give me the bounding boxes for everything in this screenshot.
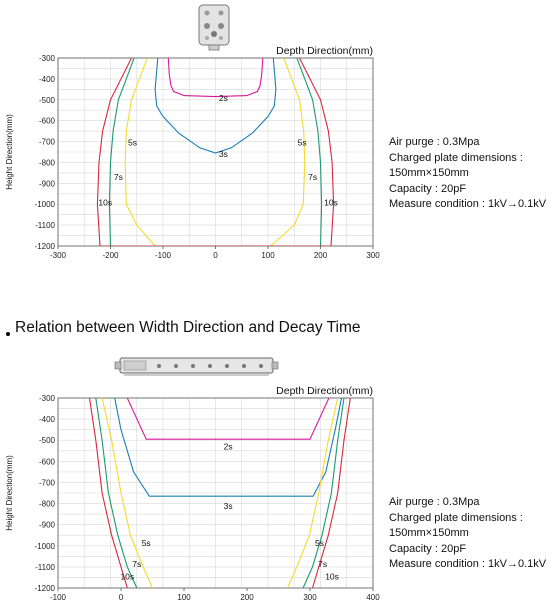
x-tick-label: 300	[303, 593, 317, 602]
curve-label: 10s	[120, 572, 134, 582]
curve-label: 5s	[315, 538, 324, 548]
y-tick-label: -1000	[35, 200, 56, 209]
curve-label: 5s	[298, 138, 307, 148]
info-line: Measure condition : 1kV→0.1kV	[389, 558, 547, 570]
curve-label: 10s	[98, 197, 112, 207]
y-tick-label: -400	[39, 415, 56, 424]
curve-label: 7s	[308, 172, 317, 182]
measurement-conditions-2: Air purge : 0.3Mpa Charged plate dimensi…	[389, 495, 546, 573]
series-line-2s	[167, 58, 264, 98]
series-line-10s-right	[311, 398, 351, 588]
y-tick-label: -500	[39, 96, 56, 105]
chart-1-svg: -300 -200 -100 0 100 200 300-300-400-500-600-7…	[5, 45, 380, 260]
decay-time-chart-width: -100 0 100 200 300 400 -300 -400 -500 -600 -700 -80…	[0, 352, 380, 607]
curve-label: 3s	[219, 149, 228, 159]
y-tick-label: -800	[39, 158, 56, 167]
y-tick-label: -700	[39, 478, 56, 487]
series-line-7s-right	[302, 398, 345, 588]
y-tick-label: -600	[39, 117, 56, 126]
ionizer-side-view-image	[114, 355, 279, 379]
series-line-10s-left	[88, 398, 128, 588]
ionizer-front-view-image	[196, 4, 232, 54]
series-group	[96, 58, 335, 246]
y-tick-label: -300	[39, 394, 56, 403]
series-line-5s	[124, 58, 306, 246]
decay-time-chart-depth: -300 -200 -100 0 100 200 300 -300 -400 -500 -600 -7…	[0, 0, 380, 270]
curve-label: 2s	[224, 442, 233, 452]
section-heading-text: Relation between Width Direction and Dec…	[15, 319, 361, 336]
info-line: Charged plate dimensions :	[389, 511, 523, 524]
y-tick-label: -1000	[35, 542, 56, 551]
curve-label: 7s	[132, 559, 141, 569]
series-line-5s-right	[286, 398, 339, 588]
measurement-conditions-1: Air purge : 0.3Mpa Charged plate dimensi…	[389, 135, 546, 213]
info-line: Capacity : 20pF	[389, 182, 467, 195]
x-tick-label: -100	[50, 593, 67, 602]
y-tick-label: -1200	[35, 584, 56, 593]
series-line-3s	[114, 398, 343, 497]
y-tick-label: -400	[39, 75, 56, 84]
info-line: 150mm×150mm	[389, 167, 469, 179]
y-axis-label: Height Direction(mm)	[5, 455, 14, 531]
section-heading: Relation between Width Direction and Dec…	[6, 319, 360, 337]
curve-label: 2s	[219, 93, 228, 103]
y-tick-label: -500	[39, 436, 56, 445]
y-axis-label: Height Direction(mm)	[5, 114, 14, 190]
info-line: Air purge : 0.3Mpa	[389, 496, 480, 508]
x-tick-label: -100	[155, 251, 172, 260]
x-tick-label: -200	[102, 251, 119, 260]
x-axis-label: Depth Direction(mm)	[276, 45, 373, 57]
chart-2-svg: -100 0 100 200 300 400-300-400-500-600-700-80…	[5, 385, 380, 602]
x-tick-label: -300	[50, 251, 67, 260]
curve-label: 7s	[114, 172, 123, 182]
series-line-3s	[154, 58, 277, 154]
series-line-5s-left	[101, 398, 154, 588]
y-tick-label: -800	[39, 500, 56, 509]
curve-label: 7s	[318, 559, 327, 569]
series-group	[88, 398, 351, 588]
series-line-7s-left	[95, 398, 138, 588]
grid	[57, 57, 374, 247]
y-tick-label: -1100	[35, 221, 55, 230]
info-line: 150mm×150mm	[389, 527, 469, 539]
info-line: Air purge : 0.3Mpa	[389, 136, 480, 148]
y-tick-label: -300	[39, 54, 56, 63]
y-tick-label: -1200	[35, 242, 56, 251]
x-tick-label: 100	[261, 251, 275, 260]
y-tick-label: -1100	[35, 563, 55, 572]
x-axis-label: Depth Direction(mm)	[276, 385, 373, 397]
series-line-7s	[108, 58, 323, 246]
y-tick-label: -700	[39, 138, 56, 147]
y-tick-label: -900	[39, 521, 56, 530]
y-tick-label: -600	[39, 457, 56, 466]
info-line: Measure condition : 1kV→0.1kV	[389, 198, 547, 210]
x-tick-label: 200	[240, 593, 254, 602]
curve-label: 10s	[324, 197, 338, 207]
x-tick-label: 200	[314, 251, 328, 260]
curve-label: 3s	[224, 501, 233, 511]
curve-label: 5s	[128, 138, 137, 148]
x-tick-label: 0	[213, 251, 218, 260]
x-tick-label: 400	[366, 593, 380, 602]
series-line-10s	[96, 58, 335, 246]
plot-frame	[57, 397, 374, 589]
info-line: Capacity : 20pF	[389, 542, 467, 555]
bullet-icon	[6, 332, 10, 336]
x-tick-label: 0	[119, 593, 124, 602]
curve-label: 10s	[325, 572, 339, 582]
y-tick-label: -900	[39, 179, 56, 188]
x-tick-label: 300	[366, 251, 380, 260]
info-line: Charged plate dimensions :	[389, 151, 523, 164]
series-line-2s	[126, 398, 330, 440]
x-tick-label: 100	[177, 593, 191, 602]
curve-label: 5s	[142, 538, 151, 548]
